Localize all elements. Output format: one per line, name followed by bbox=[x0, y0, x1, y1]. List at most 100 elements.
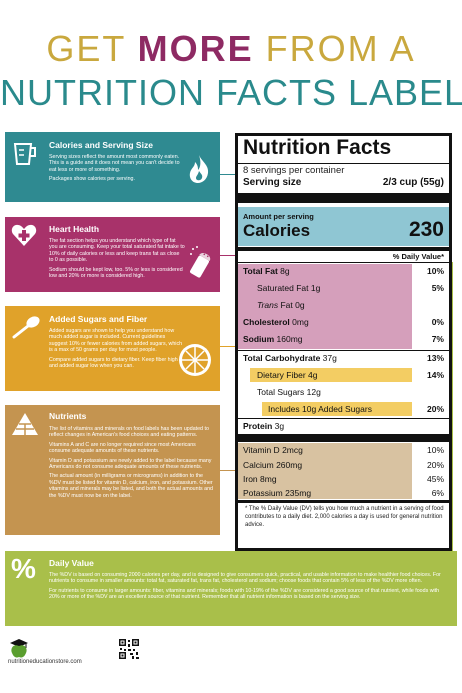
nutrients-title: Nutrients bbox=[49, 411, 87, 421]
daily-value-text-1: The %DV is based on consuming 2000 calor… bbox=[49, 572, 441, 585]
calories-section: Calories and Serving Size Serving sizes … bbox=[5, 132, 220, 202]
nutrient-name: Total Carbohydrate bbox=[243, 353, 321, 363]
nutrient-row-sodium: Sodium 160mg 7% bbox=[238, 332, 449, 346]
fat-sodium-highlight bbox=[238, 264, 412, 349]
fiber-highlight bbox=[250, 368, 412, 382]
calories-highlight bbox=[238, 207, 449, 246]
nutrient-name: Dietary Fiber bbox=[257, 370, 306, 380]
nutrient-row-total-carbohydrate: Total Carbohydrate 37g 13% bbox=[238, 351, 449, 365]
connector-line bbox=[220, 346, 235, 347]
nutrient-amount: 8mg bbox=[260, 474, 277, 484]
title-emphasis: MORE bbox=[137, 28, 254, 69]
daily-value-title: Daily Value bbox=[49, 558, 94, 568]
nutrient-percent: 6% bbox=[431, 488, 444, 498]
divider bbox=[238, 350, 449, 351]
nutrients-text-3: Vitamin D and potassium are newly added … bbox=[49, 457, 212, 471]
heart-plus-icon bbox=[11, 224, 37, 246]
nutrient-amount: 2mcg bbox=[282, 445, 303, 455]
orange-slice-icon bbox=[179, 344, 211, 376]
nutrition-facts-label: Nutrition Facts 8 servings per container… bbox=[235, 133, 452, 551]
nutrient-row-potassium: Potassium 235mg 6% bbox=[238, 486, 449, 500]
qr-code-icon[interactable] bbox=[118, 638, 140, 660]
nutrient-amount: 4g bbox=[308, 370, 318, 380]
nutrient-row-dietary-fiber: Dietary Fiber 4g 14% bbox=[238, 368, 449, 382]
nutrient-amount: 260mg bbox=[276, 460, 303, 470]
nutrient-percent: 13% bbox=[426, 353, 444, 363]
nutrient-name: Iron bbox=[243, 474, 258, 484]
nutrient-percent: 7% bbox=[431, 334, 444, 344]
medium-divider bbox=[238, 247, 449, 251]
spoon-icon bbox=[12, 316, 40, 339]
divider bbox=[238, 262, 449, 263]
nutrients-text-4: The actual amount (in milligrams or micr… bbox=[49, 473, 214, 499]
nutrient-name: Potassium bbox=[243, 488, 283, 498]
nutrient-name: Calcium bbox=[243, 460, 274, 470]
daily-value-section: % Daily Value The %DV is based on consum… bbox=[5, 551, 457, 626]
salt-shaker-icon bbox=[190, 246, 211, 278]
nutrient-amount: 8g bbox=[280, 266, 290, 276]
daily-value-text-2: For nutrients to consume in larger amoun… bbox=[49, 587, 440, 601]
heart-health-title: Heart Health bbox=[49, 224, 100, 234]
apple-graduation-cap-icon bbox=[10, 639, 28, 658]
connector-line bbox=[220, 174, 235, 175]
medium-divider bbox=[238, 500, 449, 503]
heart-health-text-1: The fat section helps you understand whi… bbox=[49, 238, 185, 264]
calories-text-2: Packages show calories per serving. bbox=[49, 176, 135, 183]
calories-title: Calories and Serving Size bbox=[49, 140, 153, 150]
nutrients-text-1: The list of vitamins and minerals on foo… bbox=[49, 426, 209, 439]
heart-health-text-2: Sodium should be kept low, too. 5% or le… bbox=[49, 266, 183, 280]
nutrient-amount: 160mg bbox=[276, 334, 303, 344]
nutrient-row-protein: Protein 3g bbox=[238, 419, 449, 433]
title-line-2: NUTRITION FACTS LABEL bbox=[0, 72, 462, 113]
nutrient-row-saturated-fat: Saturated Fat 1g 5% bbox=[238, 281, 449, 295]
nutrient-row-total-sugars: Total Sugars 12g bbox=[238, 385, 449, 399]
nutrients-text-2: Vitamins A and C are no longer required … bbox=[49, 441, 196, 455]
nutrient-row-vitamin-d: Vitamin D 2mcg 10% bbox=[238, 443, 449, 457]
nutrient-row-total-fat: Total Fat 8g 10% bbox=[238, 264, 449, 278]
site-name[interactable]: nutritioneducationstore.com bbox=[8, 659, 82, 665]
nutrient-name: Cholesterol bbox=[243, 317, 290, 327]
calories-label: Calories bbox=[243, 221, 311, 240]
daily-value-header: % Daily Value* bbox=[392, 252, 444, 261]
nutrient-percent: 20% bbox=[426, 460, 444, 470]
nutrient-amount: 0mg bbox=[292, 317, 309, 327]
servings-per-container: 8 servings per container bbox=[243, 165, 345, 176]
nutrient-percent: 14% bbox=[426, 370, 444, 380]
calories-text-1: Serving sizes reflect the amount most co… bbox=[49, 154, 180, 173]
nutrient-name: Includes 10g Added Sugars bbox=[268, 404, 372, 414]
nutrient-name: Total Fat bbox=[243, 266, 278, 276]
added-sugars-text-1: Added sugars are shown to help you under… bbox=[49, 328, 183, 354]
nutrients-section: Nutrients The list of vitamins and miner… bbox=[5, 405, 220, 535]
serving-size-value: 2/3 cup (55g) bbox=[382, 177, 444, 188]
added-sugars-section: Added Sugars and Fiber Added sugars are … bbox=[5, 306, 220, 391]
nutrient-amount: 1g bbox=[310, 283, 321, 293]
nutrient-row-trans-fat: Trans Fat 0g bbox=[238, 298, 449, 312]
flame-icon bbox=[189, 155, 209, 183]
thick-divider bbox=[238, 193, 449, 203]
nutrient-row-calcium: Calcium 260mg 20% bbox=[238, 458, 449, 472]
divider bbox=[238, 418, 449, 419]
nutrient-amount: 235mg bbox=[285, 488, 312, 498]
title-line-1: GET MORE FROM A bbox=[0, 28, 462, 70]
nutrient-percent: 5% bbox=[431, 283, 444, 293]
connector-line bbox=[452, 262, 453, 551]
nutrient-percent: 20% bbox=[426, 404, 444, 414]
nutrient-amount: 12g bbox=[306, 387, 321, 397]
nutrient-percent: 10% bbox=[426, 445, 444, 455]
nutrient-amount: 37g bbox=[322, 353, 337, 363]
nutrient-percent: 45% bbox=[426, 474, 444, 484]
added-sugars-title: Added Sugars and Fiber bbox=[49, 314, 148, 324]
calories-value: 230 bbox=[408, 218, 444, 241]
connector-line bbox=[220, 470, 235, 471]
nutrient-name: Trans bbox=[257, 300, 279, 310]
label-footnote: * The % Daily Value (DV) tells you how m… bbox=[245, 506, 444, 528]
connector-line bbox=[220, 255, 235, 256]
nutrient-amount: 3g bbox=[274, 421, 285, 431]
heart-health-section: Heart Health The fat section helps you u… bbox=[5, 217, 220, 292]
food-pyramid-icon bbox=[12, 413, 38, 435]
added-sugars-text-2: Compare added sugars to dietary fiber. K… bbox=[49, 356, 178, 370]
measuring-cup-icon bbox=[13, 143, 36, 165]
nutrient-name: Total Sugars bbox=[257, 387, 305, 397]
nutrient-percent: 10% bbox=[426, 266, 444, 276]
nutrient-row-iron: Iron 8mg 45% bbox=[238, 472, 449, 486]
